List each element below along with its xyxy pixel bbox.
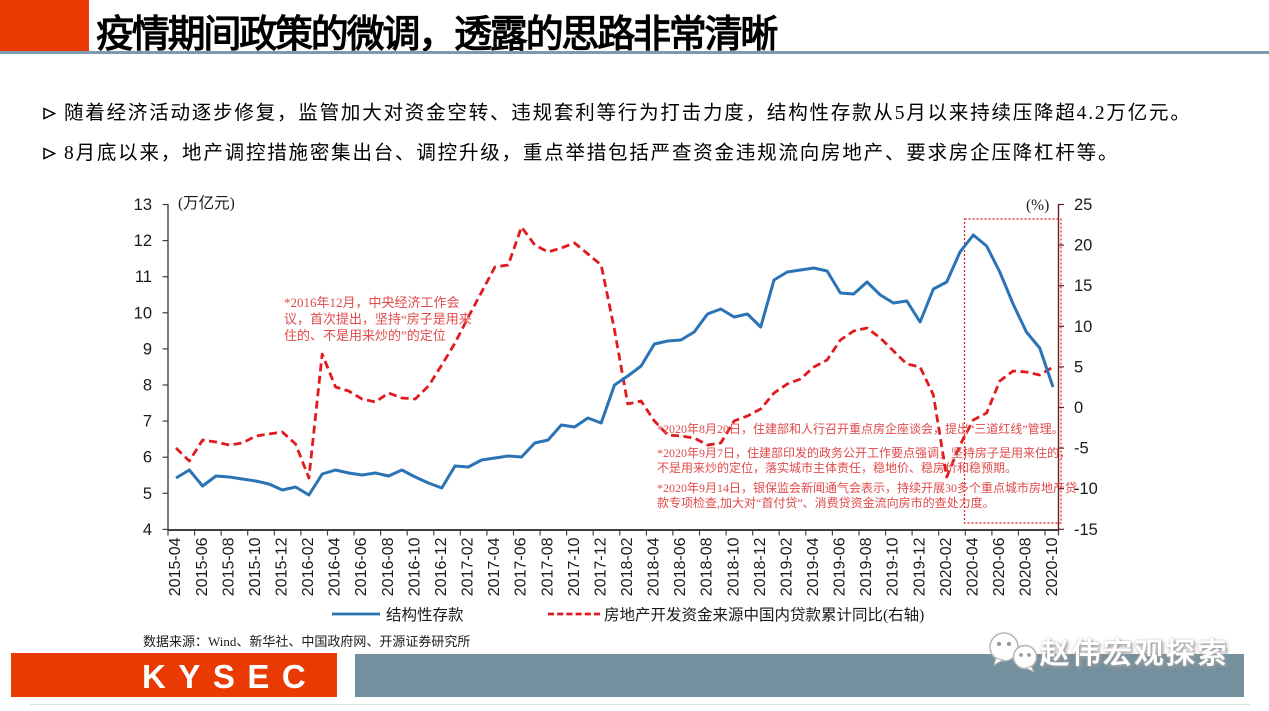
svg-text:2016-08: 2016-08 — [380, 537, 397, 596]
svg-text:0: 0 — [1074, 399, 1083, 417]
svg-text:2018-08: 2018-08 — [699, 537, 716, 596]
svg-text:*2020年8月20日，住建部和人行召开重点房企座谈会，提出: *2020年8月20日，住建部和人行召开重点房企座谈会，提出“三道红线”管理。 — [657, 421, 1064, 436]
svg-text:不是用来炒的定位，落实城市主体责任，稳地价、稳房价和稳预期。: 不是用来炒的定位，落实城市主体责任，稳地价、稳房价和稳预期。 — [657, 460, 1017, 475]
svg-text:2019-04: 2019-04 — [805, 537, 822, 596]
svg-text:数据来源：Wind、新华社、中国政府网、开源证券研究所: 数据来源：Wind、新华社、中国政府网、开源证券研究所 — [143, 634, 470, 649]
svg-text:2019-06: 2019-06 — [832, 537, 849, 596]
svg-text:2016-12: 2016-12 — [433, 537, 450, 596]
svg-text:5: 5 — [1074, 358, 1083, 376]
svg-text:2018-02: 2018-02 — [619, 537, 636, 596]
svg-text:2016-02: 2016-02 — [300, 537, 317, 596]
svg-text:2018-12: 2018-12 — [752, 537, 769, 596]
svg-text:2017-12: 2017-12 — [592, 537, 609, 596]
svg-text:2016-06: 2016-06 — [353, 537, 370, 596]
svg-text:(万亿元): (万亿元) — [178, 194, 235, 212]
svg-text:2019-02: 2019-02 — [778, 537, 795, 596]
svg-text:2015-04: 2015-04 — [167, 537, 184, 596]
svg-text:2017-02: 2017-02 — [460, 537, 477, 596]
svg-text:2018-06: 2018-06 — [672, 537, 689, 596]
svg-text:11: 11 — [135, 268, 152, 286]
svg-text:2016-04: 2016-04 — [327, 537, 344, 596]
svg-text:15: 15 — [1074, 277, 1092, 295]
svg-text:2015-06: 2015-06 — [194, 537, 211, 596]
svg-text:13: 13 — [134, 196, 152, 214]
svg-text:*2020年9月14日，银保监会新闻通气会表示，持续开展30: *2020年9月14日，银保监会新闻通气会表示，持续开展30多个重点城市房地产贷 — [657, 480, 1077, 495]
svg-text:2015-08: 2015-08 — [220, 537, 237, 596]
svg-text:2017-06: 2017-06 — [513, 537, 530, 596]
svg-text:8: 8 — [143, 377, 152, 395]
svg-text:结构性存款: 结构性存款 — [386, 606, 464, 624]
svg-text:*2020年9月7日，住建部印发的政务公开工作要点强调，坚持: *2020年9月7日，住建部印发的政务公开工作要点强调，坚持房子是用来住的， — [657, 445, 1071, 460]
svg-text:6: 6 — [143, 449, 152, 467]
svg-text:2019-12: 2019-12 — [911, 537, 928, 596]
svg-text:2016-10: 2016-10 — [406, 537, 423, 596]
svg-text:2017-10: 2017-10 — [566, 537, 583, 596]
svg-text:2017-08: 2017-08 — [539, 537, 556, 596]
svg-text:10: 10 — [1074, 318, 1092, 336]
svg-text:25: 25 — [1074, 196, 1092, 214]
svg-text:*2016年12月，中央经济工作会: *2016年12月，中央经济工作会 — [284, 295, 460, 310]
svg-text:12: 12 — [134, 232, 152, 250]
svg-text:2015-10: 2015-10 — [247, 537, 264, 596]
svg-text:2020-10: 2020-10 — [1044, 537, 1061, 596]
svg-text:2019-08: 2019-08 — [858, 537, 875, 596]
svg-text:议，首次提出，坚持“房子是用来: 议，首次提出，坚持“房子是用来 — [284, 312, 472, 327]
svg-text:-10: -10 — [1074, 480, 1098, 498]
svg-text:房地产开发资金来源中国内贷款累计同比(右轴): 房地产开发资金来源中国内贷款累计同比(右轴) — [604, 606, 924, 624]
svg-text:(%): (%) — [1026, 197, 1049, 214]
svg-text:2020-08: 2020-08 — [1018, 537, 1035, 596]
svg-text:-5: -5 — [1074, 440, 1089, 458]
svg-text:20: 20 — [1074, 237, 1092, 255]
svg-text:10: 10 — [134, 304, 152, 322]
svg-text:7: 7 — [143, 413, 152, 431]
svg-text:9: 9 — [143, 340, 152, 358]
svg-text:5: 5 — [143, 485, 152, 503]
svg-text:4: 4 — [143, 521, 152, 539]
svg-text:2018-04: 2018-04 — [646, 537, 663, 596]
svg-text:2020-02: 2020-02 — [938, 537, 955, 596]
svg-text:款专项检查,加大对“首付贷”、消费贷资金流向房市的查处力度。: 款专项检查,加大对“首付贷”、消费贷资金流向房市的查处力度。 — [657, 495, 995, 510]
svg-text:2017-04: 2017-04 — [486, 537, 503, 596]
svg-text:2015-12: 2015-12 — [274, 537, 291, 596]
svg-text:2019-10: 2019-10 — [885, 537, 902, 596]
svg-text:2020-04: 2020-04 — [965, 537, 982, 596]
svg-text:-15: -15 — [1074, 521, 1098, 539]
svg-text:2020-06: 2020-06 — [991, 537, 1008, 596]
svg-text:住的、不是用来炒的”的定位: 住的、不是用来炒的”的定位 — [284, 328, 446, 343]
svg-text:2018-10: 2018-10 — [725, 537, 742, 596]
